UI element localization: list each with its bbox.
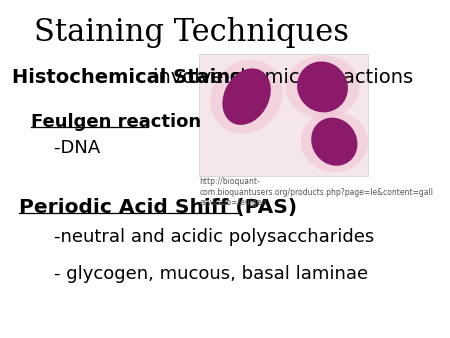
Text: Staining Techniques: Staining Techniques — [34, 17, 349, 48]
Ellipse shape — [311, 118, 357, 166]
Text: Periodic Acid Shiff (PAS): Periodic Acid Shiff (PAS) — [19, 198, 297, 217]
Text: -neutral and acidic polysaccharides: -neutral and acidic polysaccharides — [31, 228, 374, 246]
Ellipse shape — [285, 55, 360, 119]
Text: Feulgen reaction: Feulgen reaction — [31, 113, 201, 131]
Ellipse shape — [210, 59, 283, 134]
Text: http://bioquant-
com.bioquantusers.org/products.php?page=le&content=gall
ery&sub: http://bioquant- com.bioquantusers.org/p… — [199, 177, 433, 207]
Text: - glycogen, mucous, basal laminae: - glycogen, mucous, basal laminae — [31, 265, 368, 283]
Text: Histochemical Stains:: Histochemical Stains: — [12, 68, 256, 87]
Text: involve chemical reactions: involve chemical reactions — [153, 68, 414, 87]
Ellipse shape — [222, 68, 271, 125]
Ellipse shape — [297, 62, 348, 113]
FancyBboxPatch shape — [199, 54, 368, 176]
Text: -DNA: -DNA — [31, 139, 100, 156]
Ellipse shape — [301, 111, 368, 172]
